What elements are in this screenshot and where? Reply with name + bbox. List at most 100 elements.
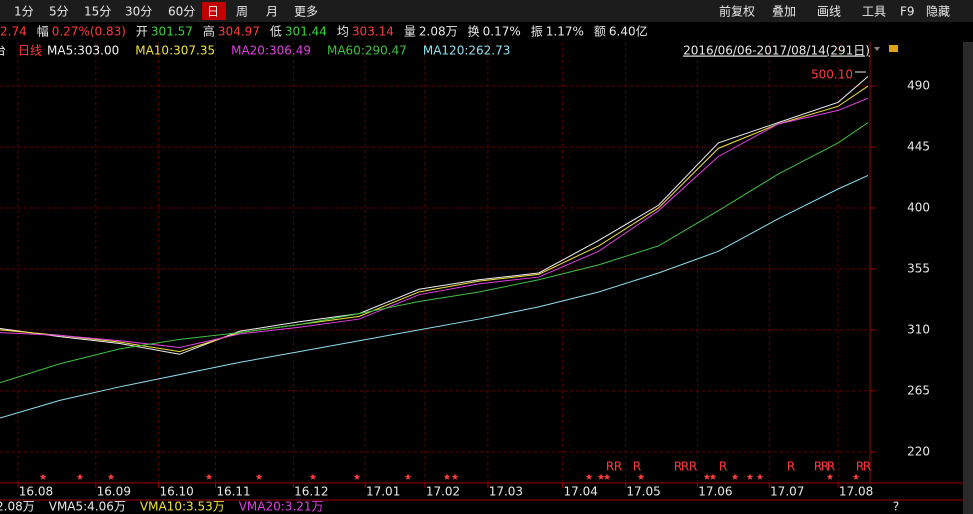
period-button[interactable]: 月 bbox=[266, 5, 278, 19]
ma-line bbox=[0, 122, 869, 384]
event-star bbox=[756, 473, 764, 480]
ma-line bbox=[0, 174, 869, 419]
quote-value: 304.97 bbox=[218, 25, 260, 39]
dropdown-arrow[interactable] bbox=[874, 47, 880, 51]
event-star bbox=[585, 473, 593, 480]
x-tick-label: 17.06 bbox=[698, 485, 732, 499]
x-tick-label: 16.12 bbox=[294, 485, 328, 499]
tool-button[interactable]: F9 bbox=[900, 5, 915, 19]
quote-value: 0.27%(0.83) bbox=[52, 25, 126, 39]
volume-legend: 2.08万 bbox=[0, 500, 35, 514]
event-marker: R bbox=[827, 460, 835, 474]
period-label: 日线 bbox=[18, 44, 42, 58]
quote-value: 2.74 bbox=[0, 25, 27, 39]
tool-button[interactable]: 隐藏 bbox=[926, 5, 950, 19]
event-marker: R bbox=[863, 460, 871, 474]
quote-label: 低 bbox=[270, 25, 282, 39]
y-tick-label: 310 bbox=[907, 322, 930, 336]
toolbar bbox=[0, 0, 973, 22]
event-marker: R bbox=[821, 460, 829, 474]
period-button[interactable]: 1分 bbox=[14, 5, 34, 19]
quote-label: 额 bbox=[594, 25, 606, 39]
max-price-label: 500.10 bbox=[811, 68, 853, 82]
event-star bbox=[353, 473, 361, 480]
quote-value: 2.08万 bbox=[419, 25, 458, 39]
quote-value: 1.17% bbox=[546, 25, 584, 39]
range-label[interactable]: 2016/06/06-2017/08/14(291日) bbox=[683, 44, 870, 58]
tool-button[interactable]: 画线 bbox=[817, 5, 841, 19]
quote-value: 6.40亿 bbox=[609, 24, 648, 39]
ma-line bbox=[0, 76, 869, 355]
quote-label: 幅 bbox=[37, 24, 49, 39]
x-tick-label: 17.03 bbox=[489, 485, 523, 499]
x-tick-label: 17.07 bbox=[770, 485, 804, 499]
lock-icon[interactable] bbox=[889, 45, 898, 52]
y-tick-label: 220 bbox=[907, 444, 930, 458]
quote-label: 开 bbox=[136, 25, 148, 39]
legend-entry: MA5:303.00 bbox=[47, 44, 119, 58]
ma-line bbox=[0, 97, 869, 349]
period-button[interactable]: 30分 bbox=[125, 5, 152, 19]
x-tick-label: 17.01 bbox=[366, 485, 400, 499]
help-button[interactable]: ? bbox=[893, 500, 899, 514]
active-period-bg bbox=[202, 2, 226, 20]
event-marker: R bbox=[787, 460, 795, 474]
event-marker: R bbox=[689, 460, 697, 474]
event-marker: R bbox=[606, 460, 614, 474]
event-star bbox=[709, 473, 717, 480]
event-star bbox=[603, 473, 611, 480]
legend-entry: MA10:307.35 bbox=[135, 44, 215, 58]
quote-label: 量 bbox=[404, 25, 416, 39]
quote-label: 振 bbox=[531, 25, 543, 39]
x-tick-label: 17.05 bbox=[626, 485, 660, 499]
event-marker: R bbox=[719, 460, 727, 474]
period-button[interactable]: 15分 bbox=[84, 5, 111, 19]
x-tick-label: 17.02 bbox=[426, 485, 460, 499]
event-marker: R bbox=[856, 460, 864, 474]
event-star bbox=[443, 473, 451, 480]
event-marker: R bbox=[633, 460, 641, 474]
event-star bbox=[205, 473, 213, 480]
event-star bbox=[703, 473, 711, 480]
period-button[interactable]: 更多 bbox=[294, 5, 318, 19]
x-tick-label: 17.08 bbox=[839, 485, 873, 499]
tool-button[interactable]: 叠加 bbox=[772, 5, 796, 19]
period-button[interactable]: 周 bbox=[236, 5, 248, 19]
x-tick-label: 16.10 bbox=[159, 485, 193, 499]
event-star bbox=[451, 473, 459, 480]
event-star bbox=[107, 473, 115, 480]
legend-entry: MA20:306.49 bbox=[231, 44, 311, 58]
period-button[interactable]: 60分 bbox=[168, 5, 195, 19]
tool-button[interactable]: 工具 bbox=[862, 5, 886, 19]
scrollbar bbox=[963, 42, 973, 514]
event-star bbox=[309, 473, 317, 480]
left-label: 台 bbox=[0, 43, 6, 58]
legend-entry: MA120:262.73 bbox=[423, 44, 511, 58]
y-tick-label: 355 bbox=[907, 261, 930, 275]
volume-legend: VMA10:3.53万 bbox=[140, 500, 225, 514]
event-star bbox=[76, 473, 84, 480]
event-marker: R bbox=[681, 460, 689, 474]
event-star bbox=[852, 473, 860, 480]
tool-button[interactable]: 前复权 bbox=[719, 4, 755, 19]
volume-legend: VMA5:4.06万 bbox=[49, 500, 126, 514]
quote-value: 303.14 bbox=[352, 25, 394, 39]
quote-bar bbox=[0, 22, 973, 42]
period-button[interactable]: 5分 bbox=[49, 5, 69, 19]
x-tick-label: 16.11 bbox=[216, 485, 250, 499]
event-star bbox=[746, 473, 754, 480]
y-tick-label: 445 bbox=[907, 140, 930, 154]
quote-label: 均 bbox=[337, 25, 349, 39]
quote-label: 换 bbox=[468, 25, 480, 39]
event-star bbox=[731, 473, 739, 480]
event-star bbox=[404, 473, 412, 480]
event-star bbox=[597, 473, 605, 480]
y-tick-label: 400 bbox=[907, 200, 930, 214]
event-marker: R bbox=[674, 460, 682, 474]
event-star bbox=[637, 473, 645, 480]
x-tick-label: 16.09 bbox=[97, 485, 131, 499]
ma-line bbox=[0, 85, 869, 353]
period-button[interactable]: 日 bbox=[207, 5, 219, 19]
event-marker: R bbox=[614, 460, 622, 474]
